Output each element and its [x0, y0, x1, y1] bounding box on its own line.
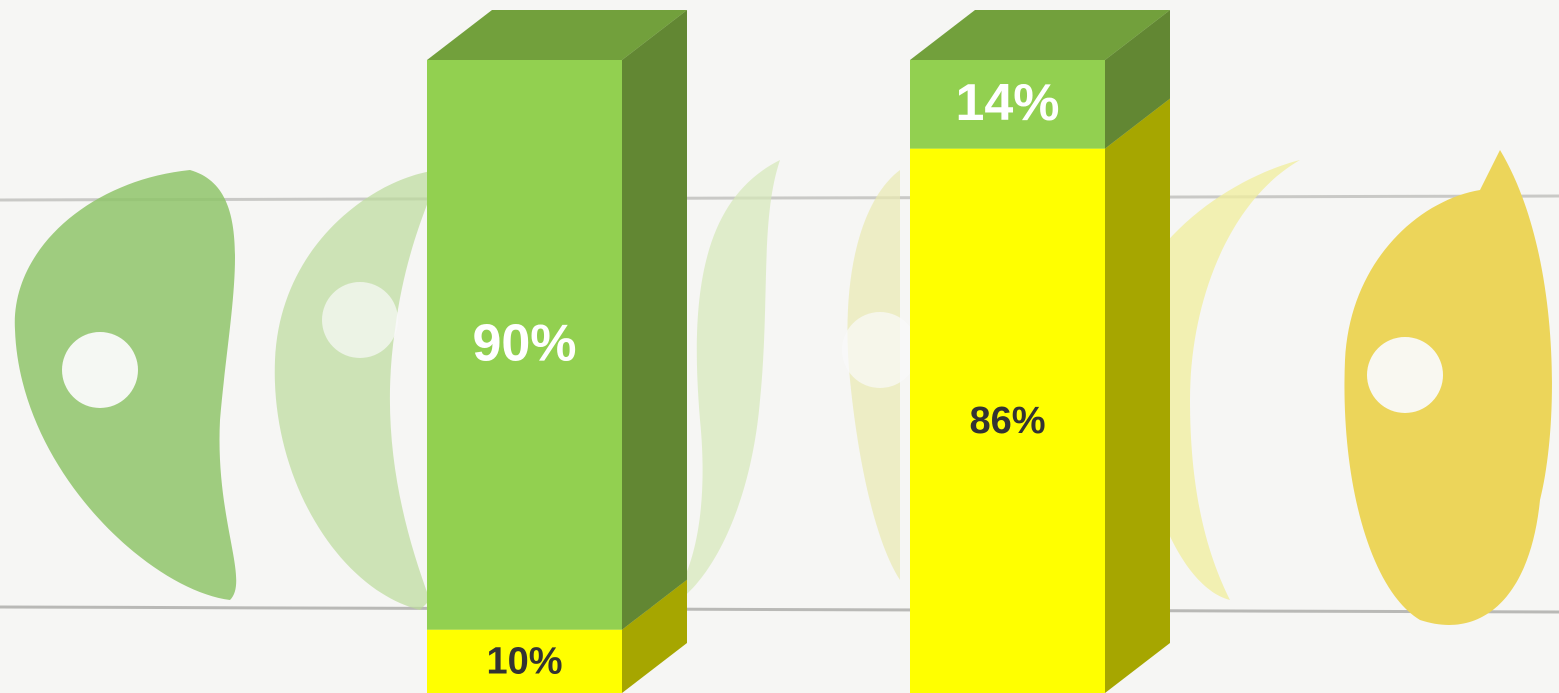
bar-segment	[427, 629, 622, 693]
data-label: 90%	[472, 315, 576, 373]
bar-side	[1105, 98, 1170, 693]
data-label: 10%	[486, 640, 562, 682]
bar-segment	[910, 60, 1105, 149]
bar-side	[1105, 10, 1170, 149]
bar-side	[622, 10, 687, 630]
bars: 10% 90% 86% 14%	[427, 10, 1170, 693]
bar-segment	[910, 148, 1105, 693]
bar-top	[427, 10, 687, 60]
bar-top	[910, 10, 1170, 60]
bar-segment	[427, 60, 622, 630]
data-label: 14%	[955, 74, 1059, 132]
bar-side	[622, 579, 687, 693]
data-label: 86%	[969, 400, 1045, 442]
